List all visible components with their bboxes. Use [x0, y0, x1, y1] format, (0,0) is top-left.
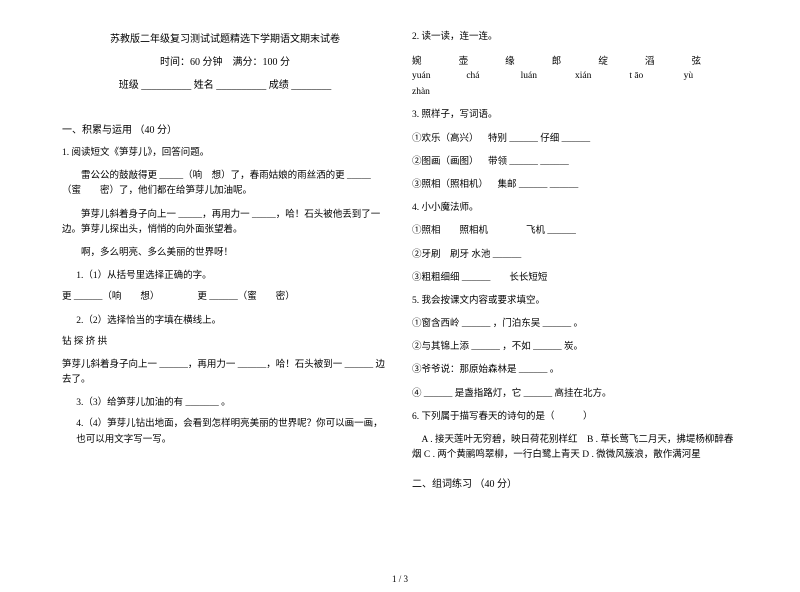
- q1-sub3: 3.（3）给笋芽儿加油的有 _______ 。: [76, 396, 388, 411]
- pinyin-char: 婉: [412, 53, 459, 67]
- q3-title: 3. 照样子，写词语。: [412, 108, 738, 123]
- pinyin-py2: zhàn: [412, 85, 738, 100]
- q1-sub2: 2.（2）选择恰当的字填在横线上。: [76, 314, 388, 329]
- time-score: 时间：60 分钟 满分：100 分: [62, 53, 388, 68]
- q1-sub2-chars: 钻 探 挤 拱: [62, 335, 388, 350]
- right-column: 2. 读一读，连一连。 婉 壶 缘 郎 绽 滔 弦 yuán chá luán …: [400, 30, 750, 572]
- q5-1: ①窗含西岭 ______ ，门泊东吴 ______ 。: [412, 317, 738, 332]
- q2-title: 2. 读一读，连一连。: [412, 30, 738, 45]
- page-number: 1 / 3: [392, 574, 408, 584]
- q5-3: ③爷爷说：那原始森林是 ______ 。: [412, 363, 738, 378]
- pinyin-char: 缘: [505, 53, 552, 67]
- q4-1: ①照相 照相机 飞机 ______: [412, 224, 738, 239]
- pinyin-py: yuán: [412, 71, 466, 81]
- q1-p1: 雷公公的鼓敲得更 _____（响 想）了，春雨姑娘的雨丝洒的更 _____（蜜 …: [62, 169, 388, 199]
- pinyin-char: 绽: [598, 53, 645, 67]
- q6-options: A . 接天莲叶无穷碧，映日荷花别样红 B . 草长莺飞二月天，拂堤杨柳醉春烟 …: [412, 433, 738, 463]
- pinyin-char: 滔: [645, 53, 692, 67]
- pinyin-py: luán: [521, 71, 575, 81]
- q5-4: ④ ______ 是盏指路灯，它 ______ 高挂在北方。: [412, 387, 738, 402]
- q1-p2: 笋芽儿斜着身子向上一 _____，再用力一 _____，哈！石头被他丢到了一边。…: [62, 208, 388, 238]
- pinyin-py: yù: [684, 71, 738, 81]
- pinyin-py: xián: [575, 71, 629, 81]
- q4-title: 4. 小小魔法师。: [412, 201, 738, 216]
- pinyin-char: 郎: [552, 53, 599, 67]
- q1-title: 1. 阅读短文《笋芽儿》，回答问题。: [62, 146, 388, 161]
- section-1-heading: 一、积累与运用 （40 分）: [62, 121, 388, 136]
- pinyin-py-row: yuán chá luán xián t āo yù: [412, 71, 738, 81]
- pinyin-py: chá: [466, 71, 520, 81]
- section-2-heading: 二、组词练习 （40 分）: [412, 475, 738, 490]
- q3-1: ①欢乐（高兴） 特别 ______ 仔细 ______: [412, 132, 738, 147]
- q1-sub2-line: 笋芽儿斜着身子向上一 ______，再用力一 ______，哈！石头被到一 __…: [62, 358, 388, 388]
- q1-sub1-line: 更 ______（响 想） 更 ______（蜜 密）: [62, 290, 388, 305]
- q3-3: ③照相（照相机） 集邮 ______ ______: [412, 178, 738, 193]
- class-name-score: 班级 __________ 姓名 __________ 成绩 ________: [62, 76, 388, 91]
- q5-title: 5. 我会按课文内容或要求填空。: [412, 294, 738, 309]
- q4-2: ②牙刷 刷牙 水池 ______: [412, 248, 738, 263]
- q1-p3: 啊，多么明亮、多么美丽的世界呀！: [62, 246, 388, 261]
- doc-title: 苏教版二年级复习测试试题精选下学期语文期末试卷: [62, 30, 388, 45]
- pinyin-py: t āo: [629, 71, 683, 81]
- pinyin-char: 壶: [459, 53, 506, 67]
- left-column: 苏教版二年级复习测试试题精选下学期语文期末试卷 时间：60 分钟 满分：100 …: [50, 30, 400, 572]
- q3-2: ②图画（画图） 带领 ______ ______: [412, 155, 738, 170]
- page: 苏教版二年级复习测试试题精选下学期语文期末试卷 时间：60 分钟 满分：100 …: [0, 0, 800, 592]
- q1-sub1: 1.（1）从括号里选择正确的字。: [76, 269, 388, 284]
- q4-3: ③粗粗细细 ______ 长长短短: [412, 271, 738, 286]
- pinyin-char: 弦: [691, 53, 738, 67]
- q5-2: ②与其锦上添 ______ ，不如 ______ 炭。: [412, 340, 738, 355]
- q1-sub4: 4.（4）笋芽儿钻出地面，会看到怎样明亮美丽的世界呢？你可以画一画，也可以用文字…: [76, 417, 388, 447]
- pinyin-chars: 婉 壶 缘 郎 绽 滔 弦: [412, 53, 738, 67]
- q6-title: 6. 下列属于描写春天的诗句的是（ ）: [412, 410, 738, 425]
